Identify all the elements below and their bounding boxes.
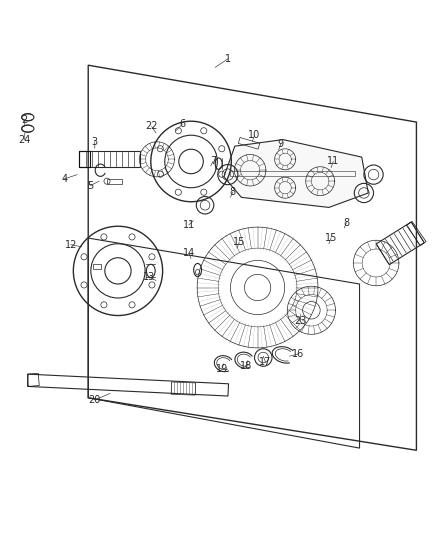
Text: 6: 6 (179, 119, 185, 130)
Text: 19: 19 (215, 365, 227, 374)
Text: 11: 11 (182, 220, 194, 230)
Text: 1: 1 (225, 54, 231, 63)
Text: 11: 11 (326, 157, 339, 166)
Text: 22: 22 (145, 122, 158, 132)
Text: 20: 20 (88, 395, 101, 405)
Text: 15: 15 (233, 237, 245, 247)
Text: 13: 13 (143, 272, 155, 282)
Text: 12: 12 (64, 240, 77, 249)
Text: 5: 5 (87, 181, 93, 190)
Text: 24: 24 (18, 135, 31, 144)
Text: 18: 18 (239, 361, 251, 372)
Text: 3: 3 (92, 137, 98, 147)
Text: 14: 14 (182, 248, 194, 259)
Text: 10: 10 (248, 130, 260, 140)
Text: 2: 2 (21, 115, 28, 125)
Text: 16: 16 (291, 349, 304, 359)
Text: 8: 8 (229, 187, 235, 197)
Text: 23: 23 (293, 316, 306, 326)
Text: 7: 7 (209, 157, 215, 166)
Text: 17: 17 (259, 357, 271, 367)
Polygon shape (223, 140, 367, 207)
Text: 8: 8 (343, 218, 349, 228)
Text: 4: 4 (61, 174, 67, 184)
Text: 9: 9 (277, 139, 283, 149)
Text: 15: 15 (324, 233, 336, 243)
